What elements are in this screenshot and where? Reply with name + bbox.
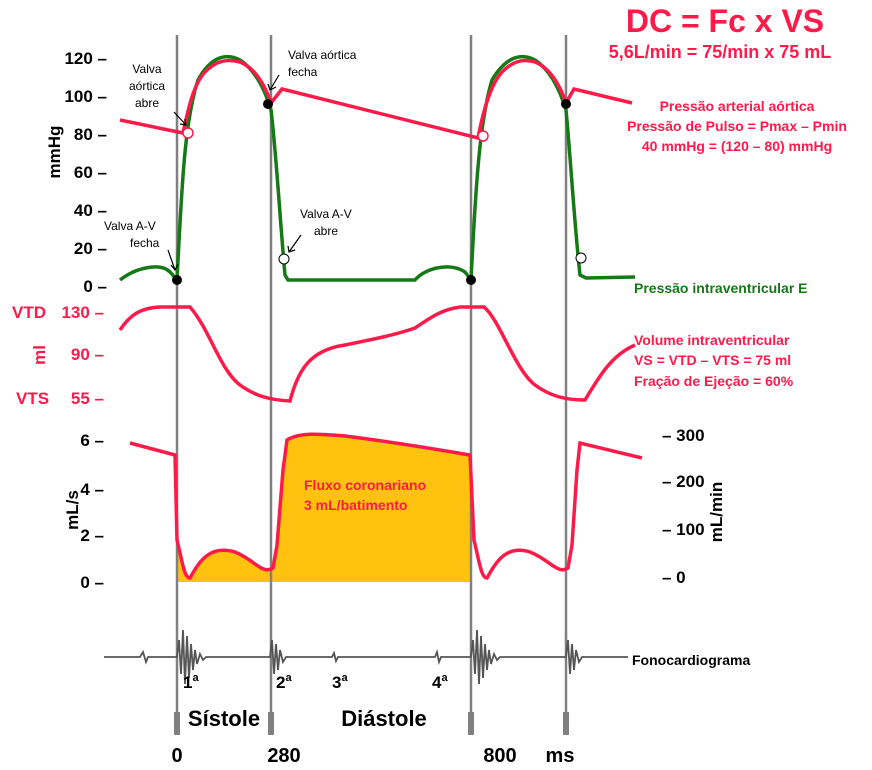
volume-axis-title: ml <box>30 345 49 365</box>
heart-sound-4-number: 4 <box>432 673 442 692</box>
heart-sound-1-suffix: a <box>192 672 199 684</box>
annotation-av-opens-line1: Valva A-V <box>300 207 352 221</box>
ventricular-volume-curve <box>118 305 636 403</box>
volume-label-line3: Fração de Ejeção = 60% <box>634 373 794 389</box>
ventricular-pressure-label: Pressão intraventricular E <box>634 280 808 296</box>
av-valve-open-marker <box>278 253 290 265</box>
heart-sound-3-number: 3 <box>332 673 341 692</box>
annotation-aortic-opens-line2: aórtica <box>129 79 165 93</box>
annotation-av-opens-line2: abre <box>314 224 338 238</box>
heart-sound-4: 4a <box>432 672 448 692</box>
heart-sound-2: 2a <box>276 672 292 692</box>
annotation-arrows <box>167 74 302 272</box>
aortic-valve-close-marker <box>263 99 273 109</box>
time-label-800: 800 <box>483 745 516 767</box>
flow-right-tick-0: – 0 <box>662 568 686 587</box>
annotation-aortic-closes: Valva aórtica fecha <box>288 48 357 79</box>
volume-tick-vtd-value: 130 – <box>61 303 104 322</box>
flow-right-tick-100: – 100 <box>662 520 705 539</box>
flow-left-axis-ticks: 6 – 4 – 2 – 0 – <box>80 431 104 592</box>
time-label-280: 280 <box>267 745 300 767</box>
annotation-av-closes-line1: Valva A-V <box>104 219 156 233</box>
coronary-flow-curve <box>129 432 643 580</box>
flow-right-axis-title: mL/min <box>707 482 726 542</box>
pressure-tick-100: 100 – <box>64 87 107 106</box>
cycle-marker-lines <box>175 35 568 735</box>
coronary-flow-label-line1: Fluxo coronariano <box>304 477 426 493</box>
pressure-tick-20: 20 – <box>74 239 107 258</box>
volume-axis-ticks: VTD 130 – 90 – VTS 55 – <box>12 303 104 408</box>
valve-markers <box>172 99 587 285</box>
heart-sound-labels: 1a 2a 3a 4a <box>183 672 448 692</box>
phonocardiogram-trace <box>104 629 628 685</box>
pressure-tick-60: 60 – <box>74 163 107 182</box>
flow-right-tick-200: – 200 <box>662 472 705 491</box>
flow-left-tick-4: 4 – <box>80 480 104 499</box>
annotation-av-closes-line2: fecha <box>130 236 160 250</box>
volume-tick-vtd-name: VTD <box>12 303 46 322</box>
pressure-tick-120: 120 – <box>64 49 107 68</box>
heart-sound-3: 3a <box>332 672 348 692</box>
flow-left-tick-0: 0 – <box>80 573 104 592</box>
phonocardiogram-label: Fonocardiograma <box>632 652 750 668</box>
flow-left-tick-6: 6 – <box>80 431 104 450</box>
heart-sound-4-suffix: a <box>441 672 448 684</box>
aortic-pressure-label: Pressão arterial aórtica <box>660 98 815 114</box>
time-label-0: 0 <box>171 745 182 767</box>
phase-tick-marks <box>174 712 569 735</box>
aortic-pressure-curve <box>119 58 633 141</box>
systole-label: Sístole <box>188 706 260 731</box>
coronary-flow-area <box>177 434 470 582</box>
pressure-axis-title: mmHg <box>45 126 64 179</box>
heart-sound-1: 1a <box>183 672 199 692</box>
aortic-valve-open-marker <box>182 127 194 139</box>
pressure-tick-40: 40 – <box>74 201 107 220</box>
aortic-valve-open-marker-2 <box>477 130 489 142</box>
pulse-pressure-values: 40 mmHg = (120 – 80) mmHg <box>642 138 832 154</box>
annotation-av-closes: Valva A-V fecha <box>104 219 160 250</box>
volume-label-line1: Volume intraventricular <box>634 332 790 348</box>
cardiac-output-values: 5,6L/min = 75/min x 75 mL <box>609 42 832 62</box>
av-valve-open-marker-2 <box>575 252 587 264</box>
heart-sound-3-suffix: a <box>341 672 348 684</box>
annotation-aortic-opens: Valva aórtica abre <box>129 62 165 110</box>
av-valve-close-marker-2 <box>466 275 476 285</box>
heart-sound-1-number: 1 <box>183 673 192 692</box>
pressure-tick-0: 0 – <box>83 277 107 296</box>
pulse-pressure-formula: Pressão de Pulso = Pmax – Pmin <box>627 118 847 134</box>
volume-label-line2: VS = VTD – VTS = 75 ml <box>634 352 791 368</box>
diastole-label: Diástole <box>341 706 427 731</box>
pressure-tick-80: 80 – <box>74 125 107 144</box>
annotation-aortic-closes-line1: Valva aórtica <box>288 48 357 62</box>
volume-tick-vts-name: VTS <box>16 389 49 408</box>
volume-tick-90: 90 – <box>71 345 104 364</box>
flow-left-tick-2: 2 – <box>80 526 104 545</box>
flow-left-axis-title: mL/s <box>63 490 82 530</box>
cardiac-output-equation: DC = Fc x VS <box>626 3 824 39</box>
pressure-axis-ticks: 120 – 100 – 80 – 60 – 40 – 20 – 0 – <box>64 49 107 296</box>
flow-right-tick-300: – 300 <box>662 426 705 445</box>
volume-tick-vts-value: 55 – <box>71 389 104 408</box>
heart-sound-2-number: 2 <box>276 673 285 692</box>
time-axis-labels: 0 280 800 ms <box>171 745 574 767</box>
coronary-flow-label-line2: 3 mL/batimento <box>304 497 407 513</box>
annotation-aortic-opens-line3: abre <box>135 96 159 110</box>
annotation-av-opens: Valva A-V abre <box>300 207 352 238</box>
annotation-aortic-opens-line1: Valva <box>132 62 161 76</box>
annotation-aortic-closes-line2: fecha <box>288 65 318 79</box>
ventricular-pressure-curve <box>118 54 636 285</box>
av-valve-close-marker <box>172 275 182 285</box>
time-unit: ms <box>546 745 575 767</box>
aortic-valve-close-marker-2 <box>561 99 571 109</box>
flow-right-axis-ticks: – 300 – 200 – 100 – 0 <box>662 426 705 587</box>
heart-sound-2-suffix: a <box>285 672 292 684</box>
